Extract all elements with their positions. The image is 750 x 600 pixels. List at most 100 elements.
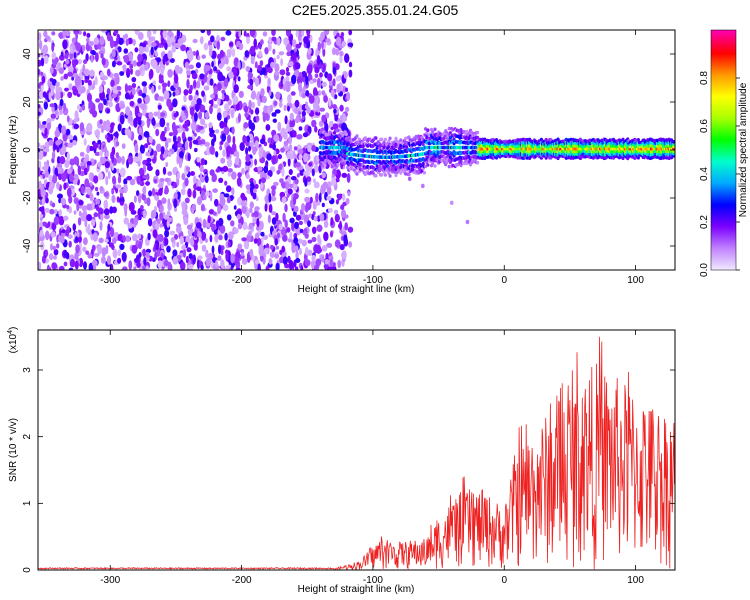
spectrogram-cell — [308, 213, 312, 218]
spectrogram-cell — [128, 202, 135, 212]
spectrogram-cell — [203, 123, 208, 129]
spectrogram-cell — [465, 129, 469, 134]
spectrogram-cell — [99, 150, 103, 157]
spectrogram-cell — [226, 49, 232, 59]
spectrogram-cell — [190, 171, 195, 176]
spectrogram-cell — [265, 265, 270, 270]
spectrogram-cell — [72, 63, 76, 69]
spectrogram-cell — [240, 251, 245, 257]
spectrogram-cell — [308, 95, 315, 104]
spectrogram-cell — [158, 73, 164, 83]
spectrogram-cell — [578, 137, 583, 142]
spectrogram-cell — [291, 52, 297, 61]
spectrogram-cell — [302, 86, 306, 93]
spectrogram-cell — [87, 223, 91, 233]
spectrogram-cell — [274, 238, 279, 246]
spectrogram-cell — [636, 138, 641, 142]
spectrogram-cell — [278, 163, 283, 170]
spectrogram-cell — [294, 107, 299, 115]
spectrogram-cell — [197, 180, 202, 187]
colorbar-segment — [711, 200, 736, 203]
spectrogram-cell — [256, 217, 260, 228]
spectrogram-cell — [38, 160, 42, 170]
colorbar-segment — [711, 146, 736, 149]
spectrogram-cell — [132, 39, 136, 46]
spectrogram-cell — [252, 217, 258, 224]
spectrogram-cell — [285, 124, 290, 133]
spectrogram-cell — [103, 192, 109, 197]
spectrogram-cell — [220, 157, 226, 164]
spectrogram-cell — [343, 71, 348, 79]
spectrogram-cell — [47, 221, 51, 227]
spectrogram-cell — [93, 264, 97, 270]
spectrogram-cell — [200, 30, 206, 34]
colorbar-segment — [711, 152, 736, 155]
spectrogram-cell — [173, 234, 179, 240]
spectrogram-cell — [331, 177, 337, 187]
spectrogram-cell — [224, 103, 230, 111]
spectrogram-x-tick-label: -200 — [232, 275, 252, 286]
spectrogram-cell — [230, 109, 235, 119]
spectrogram-cell — [308, 162, 313, 167]
spectrogram-cell — [173, 192, 178, 201]
spectrogram-cell — [286, 51, 291, 57]
spectrogram-cell — [105, 175, 109, 186]
spectrogram-cell — [268, 36, 272, 44]
colorbar-segment — [711, 254, 736, 257]
spectrogram-cell — [64, 87, 69, 92]
spectrogram-cell — [217, 97, 221, 106]
spectrogram-cell — [388, 174, 392, 178]
spectrogram-cell — [146, 157, 152, 163]
colorbar-segment — [711, 240, 736, 243]
spectrogram-cell — [217, 53, 222, 60]
spectrogram-cell — [172, 98, 178, 108]
spectrogram-cell — [38, 59, 42, 67]
spectrogram-cell — [85, 250, 90, 255]
spectrogram-cell — [250, 56, 256, 62]
spectrogram-cell — [184, 177, 189, 187]
spectrogram-cell — [220, 259, 225, 269]
spectrogram-cell — [326, 195, 332, 201]
spectrogram-cell — [112, 248, 118, 259]
colorbar-segment — [711, 220, 736, 223]
spectrogram-cell — [337, 259, 342, 269]
colorbar-segment — [711, 250, 736, 253]
spectrogram-cell — [113, 132, 119, 137]
spectrogram-cell — [159, 178, 165, 182]
spectrogram-cell — [311, 168, 315, 177]
colorbar-segment — [711, 42, 736, 45]
spectrogram-cell — [84, 78, 89, 84]
spectrogram-cell — [355, 172, 359, 176]
spectrogram-cell — [78, 199, 84, 206]
spectrogram-cell — [426, 128, 430, 132]
spectrogram-cell — [217, 71, 224, 82]
spectrogram-cell — [119, 104, 126, 109]
spectrogram-cell — [117, 91, 122, 96]
spectrogram-cell — [170, 237, 176, 243]
spectrogram-cell — [124, 83, 128, 93]
spectrogram-cell — [107, 223, 111, 232]
spectrogram-cell — [77, 58, 83, 65]
spectrogram-cell — [181, 173, 186, 181]
spectrogram-cell — [43, 147, 50, 153]
spectrogram-cell — [319, 72, 323, 78]
spectrogram-cell — [145, 252, 150, 258]
spectrogram-cell — [297, 148, 304, 155]
snr-x-tick-label: 0 — [501, 575, 507, 586]
spectrogram-cell — [74, 110, 79, 120]
spectrogram-cell — [318, 164, 322, 174]
spectrogram-cell — [164, 126, 167, 134]
spectrogram-cell — [206, 30, 211, 36]
spectrogram-cell — [280, 147, 285, 153]
spectrogram-cell — [145, 265, 149, 270]
spectrogram-cell — [65, 30, 71, 37]
spectrogram-cell — [60, 51, 64, 57]
spectrogram-cell — [329, 136, 333, 140]
spectrogram-cell — [161, 82, 168, 88]
spectrogram-cell — [303, 36, 309, 44]
spectrogram-cell — [298, 220, 303, 226]
spectrogram-cell — [196, 196, 203, 206]
spectrogram-cell — [276, 170, 281, 175]
spectrogram-cell — [95, 98, 101, 103]
spectrogram-cell — [153, 178, 157, 184]
